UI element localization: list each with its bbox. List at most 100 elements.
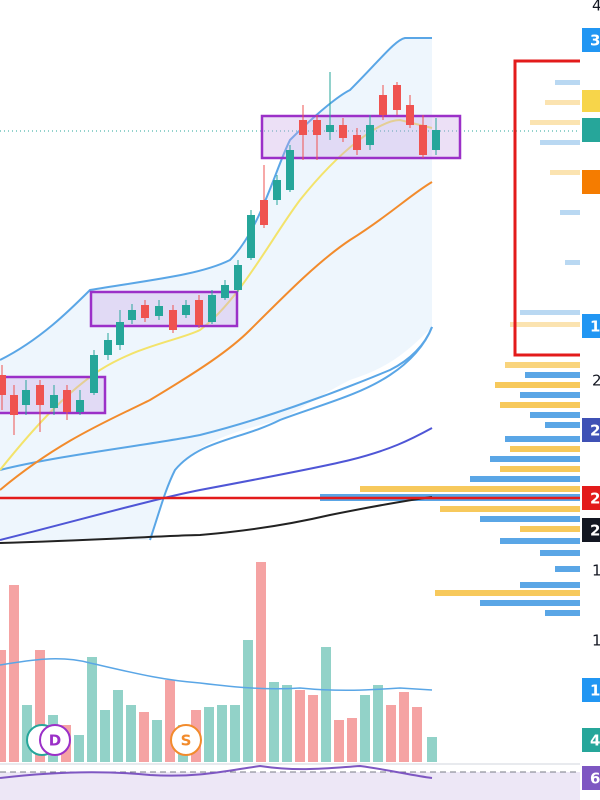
profile-bar xyxy=(530,412,580,418)
profile-bar xyxy=(500,466,580,472)
marker[interactable] xyxy=(39,724,71,756)
marker-label: S xyxy=(181,732,192,750)
profile-bar xyxy=(540,140,580,145)
profile-bar xyxy=(490,456,580,462)
ma-blue xyxy=(0,427,433,541)
candle xyxy=(10,395,18,415)
profile-bar xyxy=(440,506,580,512)
profile-bar xyxy=(540,550,580,556)
profile-bar xyxy=(520,310,580,315)
profile-bar xyxy=(360,486,580,492)
candle xyxy=(273,180,281,200)
profile-bar xyxy=(435,590,580,596)
candle xyxy=(128,310,136,320)
volume-bar xyxy=(204,707,214,762)
bollinger-fill xyxy=(0,38,432,540)
price-tag xyxy=(582,486,600,510)
candle xyxy=(116,322,124,345)
candle xyxy=(36,385,44,405)
price-tag-label: 3 xyxy=(590,32,600,50)
candle xyxy=(195,300,203,325)
profile-bar xyxy=(480,516,580,522)
price-tag-label: 6 xyxy=(590,770,600,788)
volume-bar xyxy=(282,685,292,762)
marker[interactable] xyxy=(170,724,202,756)
profile-bar xyxy=(530,120,580,125)
volume-bar xyxy=(22,705,32,762)
volume-bar xyxy=(373,685,383,762)
candles xyxy=(0,72,440,435)
price-tag xyxy=(582,90,600,112)
volume-bar xyxy=(230,705,240,762)
volume-bar xyxy=(347,718,357,762)
candle xyxy=(169,310,177,330)
price-tag-label: 2 xyxy=(590,422,600,440)
highlight-box xyxy=(513,59,600,357)
rsi-band xyxy=(0,772,580,800)
price-tag xyxy=(582,314,600,338)
candle xyxy=(379,95,387,115)
profile-bar xyxy=(560,210,580,215)
ma-orange xyxy=(0,181,433,491)
profile-bar xyxy=(505,362,580,368)
volume-bar xyxy=(165,680,175,762)
candle xyxy=(326,125,334,132)
price-tag xyxy=(582,518,600,542)
profile-bar xyxy=(500,402,580,408)
profile-bar xyxy=(500,538,580,544)
volume-bar xyxy=(100,710,110,762)
volume-bar xyxy=(74,735,84,762)
candle xyxy=(63,390,71,412)
candle xyxy=(90,355,98,393)
volume-bar xyxy=(9,585,19,762)
bollinger-middle xyxy=(0,326,433,471)
volume-bar xyxy=(386,705,396,762)
profile-bar xyxy=(510,446,580,452)
volume-bar xyxy=(152,720,162,762)
candle xyxy=(366,125,374,145)
volume-bar xyxy=(217,705,227,762)
volume-bar xyxy=(0,650,6,762)
candle xyxy=(406,105,414,125)
volume-bar xyxy=(243,640,253,762)
candle xyxy=(208,295,216,322)
volume-bar xyxy=(295,690,305,762)
candle xyxy=(50,395,58,408)
volume-profile xyxy=(320,80,580,616)
volume-bar xyxy=(35,650,45,762)
profile-bar xyxy=(505,436,580,442)
profile-bar xyxy=(510,322,580,327)
volume-bar xyxy=(308,695,318,762)
price-tag-label: 1 xyxy=(590,318,600,336)
axis-label: 1 xyxy=(592,632,600,650)
volume-bar xyxy=(126,705,136,762)
volume-bar xyxy=(360,695,370,762)
candle xyxy=(339,125,347,138)
candle xyxy=(22,390,30,405)
price-tag xyxy=(582,766,600,790)
profile-bar xyxy=(550,170,580,175)
candle xyxy=(299,120,307,135)
candle xyxy=(221,285,229,298)
profile-bar xyxy=(520,392,580,398)
profile-bar xyxy=(470,476,580,482)
volume-bar xyxy=(427,737,437,762)
volume-ma xyxy=(0,658,433,692)
ma-black xyxy=(0,496,433,544)
price-tag-label: 4 xyxy=(590,732,600,750)
candle xyxy=(182,305,190,315)
volume-bar xyxy=(334,720,344,762)
candle xyxy=(155,306,163,316)
rsi-line xyxy=(0,764,433,779)
volume-bar xyxy=(412,707,422,762)
volume-bar xyxy=(321,647,331,762)
profile-bar xyxy=(545,100,580,105)
candle xyxy=(141,305,149,318)
profile-bar xyxy=(520,582,580,588)
candle xyxy=(247,215,255,258)
volume-bar xyxy=(399,692,409,762)
price-tag xyxy=(582,170,600,194)
profile-bar xyxy=(555,80,580,85)
candle xyxy=(0,375,6,395)
